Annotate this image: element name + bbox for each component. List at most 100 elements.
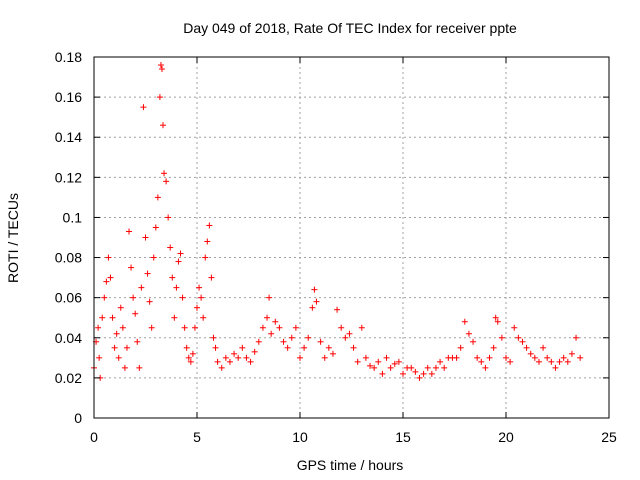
data-point xyxy=(181,324,188,331)
data-point xyxy=(519,338,526,345)
data-point xyxy=(212,344,219,351)
data-point xyxy=(313,298,320,305)
data-point xyxy=(165,214,172,221)
data-point xyxy=(157,62,164,69)
data-point xyxy=(210,334,217,341)
x-tick-label: 25 xyxy=(601,429,617,445)
x-tick-label: 20 xyxy=(498,429,514,445)
data-point xyxy=(317,338,324,345)
y-tick-label: 0.1 xyxy=(63,209,83,225)
data-point xyxy=(478,358,485,365)
data-point xyxy=(461,318,468,325)
data-point xyxy=(119,324,126,331)
data-point xyxy=(123,344,130,351)
data-point xyxy=(121,364,128,371)
y-tick-label: 0.04 xyxy=(55,330,82,346)
data-point xyxy=(507,358,514,365)
data-point xyxy=(156,94,163,101)
plot-frame xyxy=(93,56,610,419)
data-point xyxy=(531,354,538,361)
data-point xyxy=(400,370,406,377)
data-point xyxy=(548,358,555,365)
y-tick-label: 0.02 xyxy=(55,370,82,386)
data-point xyxy=(126,228,133,235)
data-point xyxy=(138,284,145,291)
data-point xyxy=(200,314,207,321)
data-point xyxy=(266,294,273,301)
data-point xyxy=(560,354,567,361)
data-point xyxy=(503,354,509,361)
data-point xyxy=(107,274,114,281)
data-point xyxy=(362,354,369,361)
data-point xyxy=(297,354,303,361)
data-point xyxy=(441,364,448,371)
data-point xyxy=(185,354,192,361)
data-point xyxy=(523,344,530,351)
data-point xyxy=(498,334,505,341)
data-point xyxy=(235,354,242,361)
y-tick-label: 0.06 xyxy=(55,290,82,306)
data-point xyxy=(189,350,196,357)
data-point xyxy=(354,358,361,365)
data-point xyxy=(101,294,108,301)
data-point xyxy=(117,304,124,311)
data-point xyxy=(276,324,283,331)
data-point xyxy=(470,338,477,345)
y-tick-labels: 0 0.02 0.04 0.06 0.08 0.1 0.12 0.14 0.16 0.18 xyxy=(55,49,82,426)
data-point xyxy=(247,358,254,365)
data-point xyxy=(194,304,200,311)
data-point xyxy=(239,344,246,351)
data-point xyxy=(198,294,205,301)
x-tick-label: 0 xyxy=(90,429,98,445)
data-point xyxy=(412,368,419,375)
y-tick-label: 0.16 xyxy=(55,89,82,105)
data-point xyxy=(132,310,139,317)
data-point xyxy=(255,338,262,345)
data-point xyxy=(173,284,180,291)
y-tick-label: 0 xyxy=(74,410,82,426)
data-point xyxy=(556,358,563,365)
data-point xyxy=(321,354,328,361)
data-point xyxy=(416,374,423,381)
data-point xyxy=(540,344,547,351)
data-point xyxy=(492,314,499,321)
data-point xyxy=(577,354,584,361)
data-point xyxy=(148,324,155,331)
data-point xyxy=(420,370,427,377)
data-point xyxy=(177,250,184,257)
data-point xyxy=(163,178,170,185)
y-axis-label: ROTI / TECUs xyxy=(5,193,21,283)
data-point xyxy=(264,314,271,321)
data-point xyxy=(474,354,481,361)
data-point xyxy=(150,254,157,261)
data-point xyxy=(367,362,374,369)
x-axis-label: GPS time / hours xyxy=(297,457,404,473)
data-point xyxy=(288,334,295,341)
data-point xyxy=(325,344,332,351)
data-point xyxy=(573,334,580,341)
data-point xyxy=(130,294,137,301)
data-point xyxy=(292,324,299,331)
data-point xyxy=(105,254,112,261)
data-point xyxy=(311,286,318,293)
data-point xyxy=(169,274,176,281)
data-point xyxy=(134,338,141,345)
data-point xyxy=(259,324,266,331)
data-point xyxy=(204,238,211,245)
data-point xyxy=(179,294,186,301)
data-point xyxy=(387,364,394,371)
data-point xyxy=(160,122,167,129)
data-point xyxy=(511,324,518,331)
data-point xyxy=(432,364,439,371)
data-point xyxy=(95,324,102,331)
data-point xyxy=(128,264,135,271)
data-point xyxy=(552,364,559,371)
data-point xyxy=(309,304,316,311)
data-point xyxy=(338,324,345,331)
data-point xyxy=(465,330,472,337)
data-points xyxy=(91,62,584,381)
data-point xyxy=(140,104,147,111)
y-tick-label: 0.12 xyxy=(55,169,82,185)
data-point xyxy=(329,350,336,357)
data-point xyxy=(424,364,431,371)
